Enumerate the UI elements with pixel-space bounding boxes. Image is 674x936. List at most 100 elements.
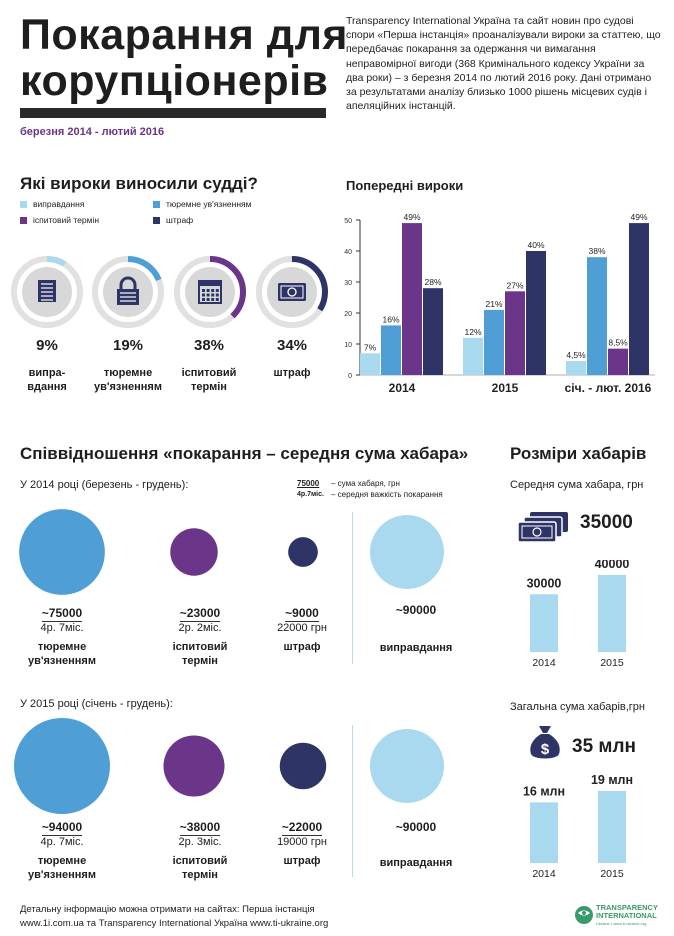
ratio-key: 75000 – сума хабаря, грн 4р.7міс. – сере… [297,479,443,499]
ratio-2015-acquittal: ~90000 виправдання [366,820,466,870]
period-label: березня 2014 - лютий 2016 [20,126,165,138]
bar-label: 40% [527,240,544,250]
bar [530,802,558,863]
ratio-2015-fine: ~22000 19000 грн штраф [257,818,347,868]
bubble [370,515,444,589]
bubble [14,718,110,814]
caption-line: ув'язненням [94,381,162,393]
calendar-icon-glyph [198,280,222,304]
verdict-caption-probation: іспитовий термін [154,366,264,394]
bar-label: 4,5% [566,350,586,360]
legend-swatch [153,216,160,224]
verdict-pct-acquittal: 9% [36,337,58,354]
term: 19000 грн [277,836,327,848]
y-tick-label: 10 [344,342,352,349]
amount: ~23000 [179,606,221,622]
label1: тюремне [37,855,87,867]
term: 4р. 7міс. [40,622,84,634]
chart-title: Попередні вироки [346,178,464,193]
bar-year-label: 2014 [532,657,556,669]
x-category-label: січ. - лют. 2016 [565,381,652,395]
title-line-1: Покарання для [20,11,348,59]
verdict-rings [11,256,328,328]
total-bribe-total: 35 млн [572,736,637,757]
caption-line: термін [191,381,227,393]
bar [526,251,546,375]
bar [381,325,401,375]
intro-text: Transparency International Україна та са… [346,15,661,113]
legend-item-acquittal: виправдання [20,199,84,209]
term: 4р. 7міс. [40,836,84,848]
caption-line: іспитовий [181,367,237,379]
total-bribe-title: Загальна сума хабарів,грн [510,701,645,713]
x-category-label: 2014 [389,381,416,395]
legend-label: іспитовий термін [33,215,100,225]
ti-logo-line-2: INTERNATIONAL [596,911,657,920]
bar [566,361,586,375]
money-bag-icon: $ [530,726,560,759]
label1: виправдання [379,642,453,654]
calendar-icon [185,267,235,317]
y-tick-label: 50 [344,218,352,225]
label2: ув'язненням [28,869,96,881]
bubble [279,742,327,790]
bar [423,288,443,375]
ratio-key-top-desc: – сума хабаря, грн [331,479,400,488]
label1: виправдання [379,857,453,869]
ratio-group-2014-title: У 2014 році (березень - грудень): [20,479,189,491]
label1: іспитовий [172,855,228,867]
bar-year-label: 2015 [600,657,624,669]
bar [402,223,422,375]
caption-line: штраф [273,367,311,379]
legend-label: тюремне ув'язненням [166,199,252,209]
caption-line: випра- [28,367,66,379]
lock-icon-glyph [117,276,139,305]
bar [608,348,628,375]
bar-value-label: 16 млн [523,784,565,798]
caption-line: тюремне [103,367,153,379]
ring-fill [92,256,164,328]
banknote-icon-glyph [278,283,306,301]
ratio-key-top: 75000 [297,479,320,488]
ratio-2014-fine: ~9000 22000 грн штраф [257,604,347,654]
term: 2р. 3міс. [178,836,222,848]
bar [463,337,483,375]
bar [484,309,504,375]
label1: тюремне [37,641,87,653]
bar-label: 49% [630,212,647,222]
ti-logo-icon [575,906,593,924]
verdicts-heading: Які вироки виносили судді? [20,174,258,193]
label2: термін [182,869,218,881]
verdict-pct-prison: 19% [112,337,144,354]
banknotes-icon [517,512,568,543]
document-icon-glyph [38,280,56,302]
y-tick-label: 20 [344,311,352,318]
legend-swatch [153,200,160,208]
y-tick-label: 30 [344,280,352,287]
title-line-2: корупціонерів [20,57,329,105]
amount: ~94000 [41,820,83,836]
legend-item-probation: іспитовий термін [20,215,99,225]
bubble [370,729,444,803]
ti-logo-line-3: Ukraine • www.ti-ukraine.org [596,921,647,926]
bubble [170,528,218,576]
avg-bribe-title: Середня сума хабара, грн [510,479,644,491]
ti-logo-line-1: TRANSPARENCY [596,903,658,912]
label2: ув'язненням [28,655,96,667]
verdict-caption-prison: тюремне ув'язненням [73,366,183,394]
footer-line-2: www.1i.com.ua та Transparency Internatio… [20,918,329,929]
bar [598,791,626,863]
bar-label: 28% [424,277,441,287]
term: 22000 грн [277,622,327,634]
bubble [163,735,225,797]
ratio-2015-prison: ~94000 4р. 7міс. тюремне ув'язненням [17,818,107,882]
x-category-label: 2015 [492,381,519,395]
bar-label: 8,5% [608,338,628,348]
bribes-heading: Розміри хабарів [510,444,647,463]
y-tick-label: 40 [344,249,352,256]
bar [587,257,607,375]
label1: штраф [283,855,321,867]
amount: ~9000 [285,606,319,622]
ring-fill [11,256,83,328]
bar-label: 27% [506,280,523,290]
